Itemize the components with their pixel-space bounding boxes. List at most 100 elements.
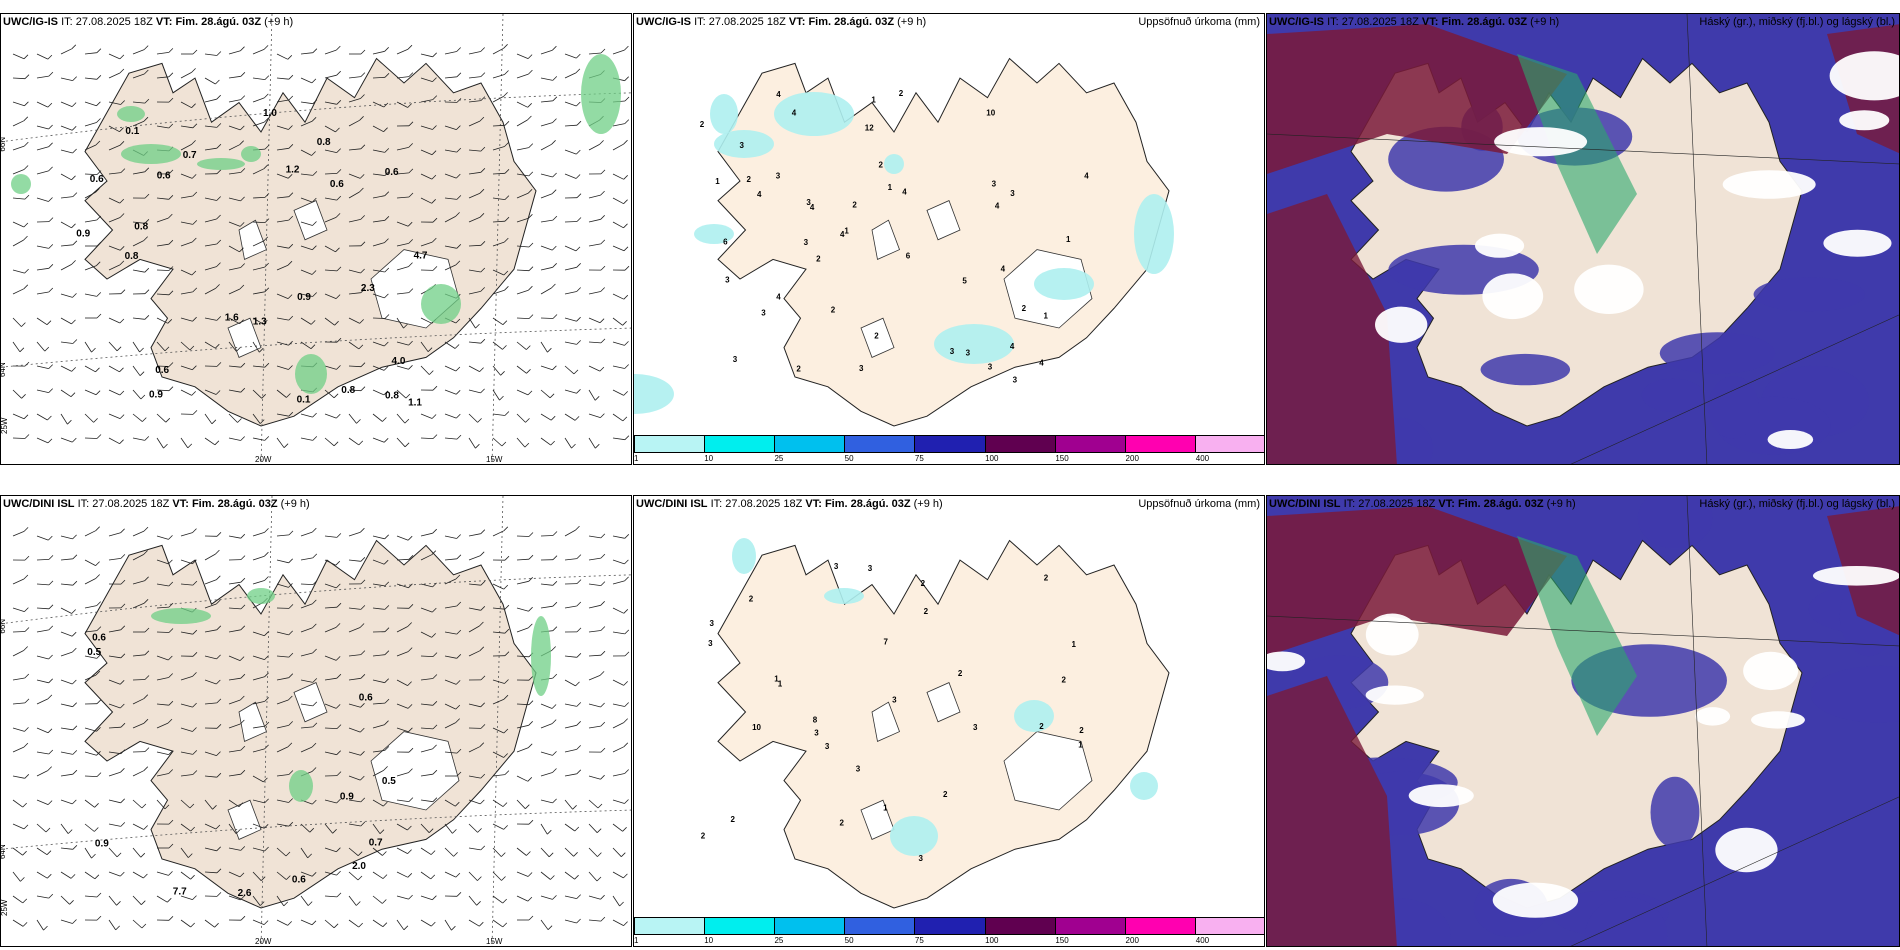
wind-barb-flag (477, 418, 482, 423)
wind-barb-flag (502, 345, 507, 350)
wind-barb-flag (623, 199, 628, 204)
wind-barb-flag (115, 925, 120, 931)
wind-barb (324, 919, 335, 929)
wind-barb-flag (216, 846, 221, 852)
wind-barb (516, 580, 529, 585)
colorbar-swatch (1195, 918, 1264, 934)
wind-barb (252, 895, 261, 906)
wind-barb (468, 291, 481, 295)
wind-barb-flag (599, 318, 605, 323)
wind-barb-flag (216, 123, 222, 128)
wind-barb-flag (432, 769, 438, 775)
wind-barb (36, 847, 48, 856)
wind-barb-flag (312, 701, 318, 707)
wind-barb-flag (96, 48, 102, 53)
wind-barb (564, 291, 577, 295)
wind-barb-flag (408, 365, 413, 370)
wind-barb (612, 389, 624, 396)
clear-sky-patch (1475, 233, 1525, 258)
wind-barb-flag (335, 127, 340, 133)
precip-amount-label: 4 (840, 230, 845, 239)
precip-amount-label: 4 (776, 90, 781, 99)
precip-amount-label: 4 (776, 293, 781, 302)
wind-barb (60, 293, 73, 298)
wind-barb (276, 389, 287, 398)
wind-barb-flag (72, 580, 78, 586)
wind-barb-flag (359, 116, 364, 121)
wind-barb (588, 389, 596, 401)
precip-amount-label: 12 (865, 123, 874, 132)
wind-barb-flag (600, 533, 606, 539)
wind-barb (444, 799, 456, 807)
precip-amount-label: 2 (1062, 676, 1067, 685)
wind-barb-flag (191, 68, 196, 73)
wind-barb-flag (168, 628, 174, 633)
wind-barb (612, 799, 625, 804)
wind-barb (228, 581, 241, 585)
wind-barb (36, 291, 49, 295)
wind-barb (468, 871, 478, 881)
wind-barb (276, 725, 289, 729)
wind-barb (612, 773, 625, 777)
wind-barb (516, 119, 528, 127)
wind-barb (588, 871, 598, 882)
wind-barb (372, 317, 386, 319)
wind-barb-flag (624, 534, 630, 539)
wind-barb (444, 365, 457, 372)
precip-panel-dini: UWC/DINI ISL IT: 27.08.2025 18Z VT: Fim.… (633, 495, 1265, 947)
wind-barb (492, 607, 505, 610)
wind-barb (468, 607, 481, 611)
wind-barb (300, 197, 313, 203)
wind-barb-flag (288, 673, 294, 678)
wind-barb-flag (432, 674, 438, 679)
lon-25-label: 25W (1, 417, 9, 434)
wind-barb-flag (431, 174, 437, 180)
wind-barb (228, 197, 241, 202)
wind-barb-flag (216, 625, 222, 631)
wind-barb (132, 240, 144, 247)
precip-amount-label: 3 (761, 308, 766, 317)
wind-barb-flag (96, 772, 102, 777)
colorbar-ticks: 1 10 25 50 75 100 150 200 400 (634, 936, 1264, 946)
wind-barb-flag (624, 769, 629, 774)
precip-colorbar (634, 435, 1264, 453)
wind-barb-flag (384, 581, 390, 587)
wind-barb-flag (384, 534, 389, 540)
wind-barb-flag (404, 418, 410, 424)
colorbar-swatch (1055, 436, 1126, 452)
wind-barb-flag (383, 390, 389, 396)
wind-barb (420, 607, 433, 613)
wind-barb-flag (192, 750, 198, 755)
wind-barb (276, 99, 289, 103)
wind-barb-flag (456, 771, 462, 777)
wind-barb-flag (47, 873, 52, 879)
wind-barb-flag (72, 769, 78, 775)
wind-barb (444, 437, 458, 440)
wind-barb-flag (71, 44, 77, 50)
wind-barb-flag (212, 805, 217, 810)
wind-barb (276, 317, 289, 321)
wind-barb-flag (311, 117, 317, 122)
wind-barb-flag (336, 266, 342, 272)
wind-barb-flag (456, 47, 461, 52)
wind-barb-flag (432, 652, 438, 657)
wind-barb (108, 847, 118, 858)
wind-barb-flag (407, 849, 412, 854)
wind-barb-flag (456, 125, 461, 130)
wind-barb (108, 437, 120, 445)
colorbar-tick-label: 50 (844, 454, 854, 463)
wind-barb-flag (623, 681, 628, 686)
wind-barb (12, 221, 25, 228)
wind-barb (516, 413, 526, 423)
wind-barb-flag (288, 144, 294, 149)
wind-barb-flag (428, 828, 434, 833)
wind-barb-flag (239, 656, 245, 661)
wind-barb-flag (240, 719, 245, 725)
wind-barb-flag (96, 170, 102, 175)
wind-barb-flag (120, 822, 126, 827)
wind-barb (156, 631, 170, 633)
wind-barb-flag (23, 54, 29, 60)
wind-barb-flag (480, 799, 485, 805)
wind-barb-flag (528, 143, 534, 148)
wind-barb (276, 293, 289, 299)
